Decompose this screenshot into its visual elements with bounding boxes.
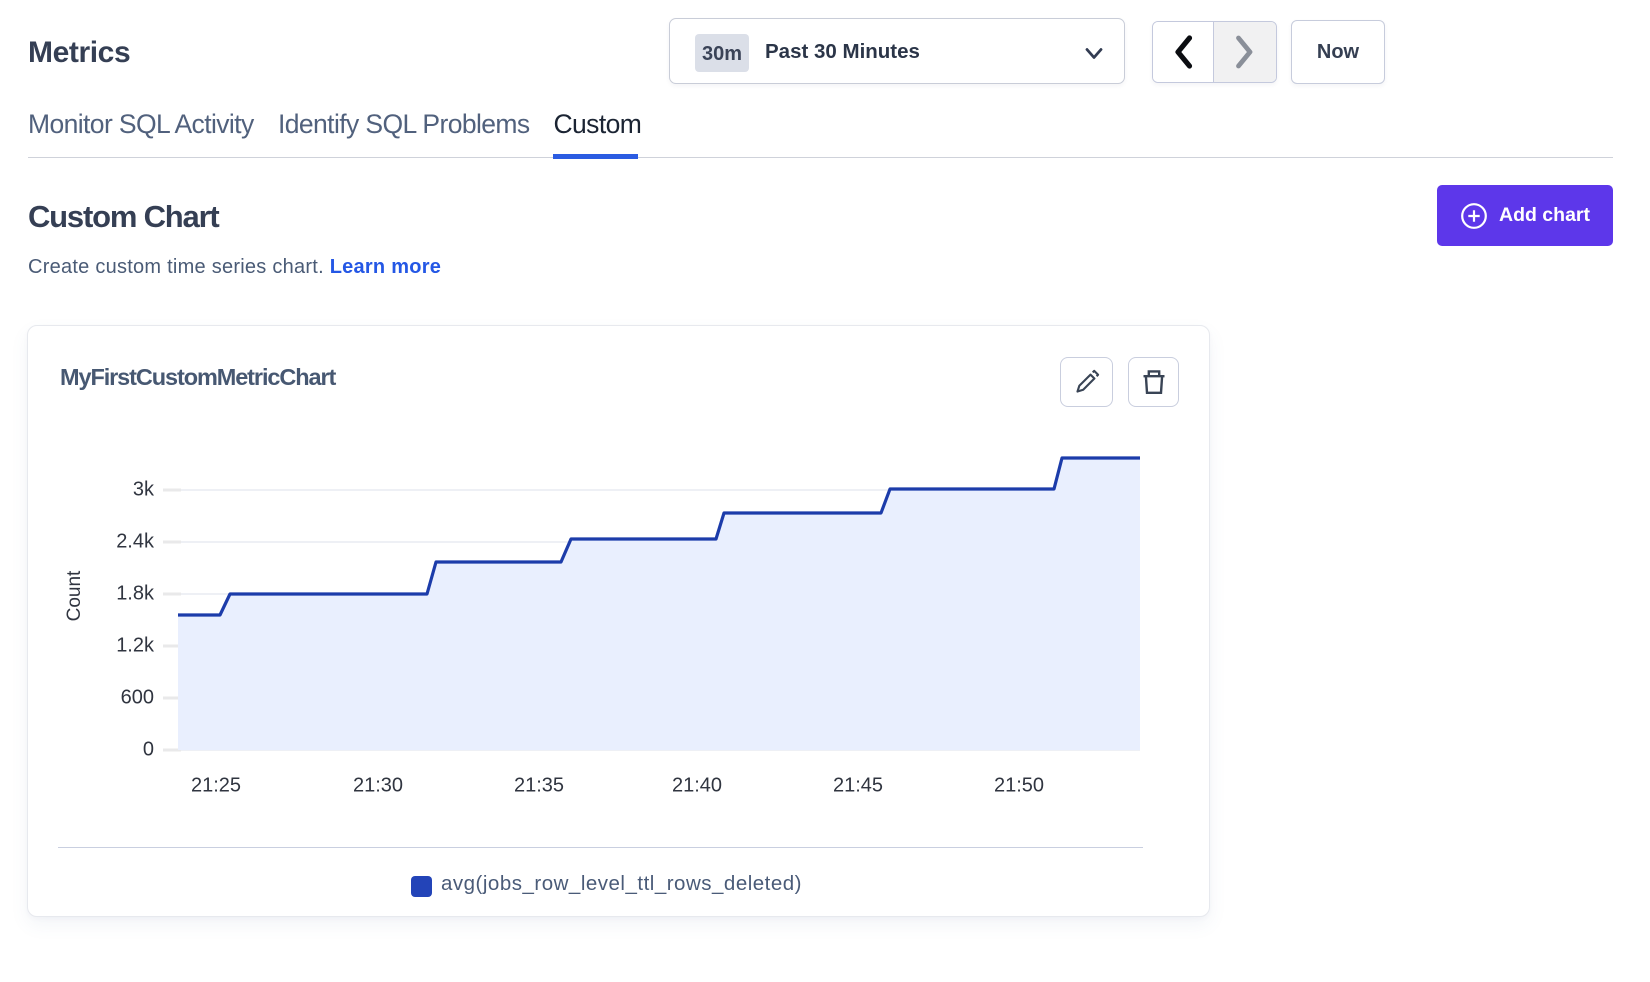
svg-text:600: 600 xyxy=(121,687,154,709)
svg-text:0: 0 xyxy=(143,739,154,761)
svg-text:21:35: 21:35 xyxy=(514,775,564,797)
svg-text:3k: 3k xyxy=(133,479,155,501)
svg-text:21:30: 21:30 xyxy=(353,775,403,797)
svg-text:1.8k: 1.8k xyxy=(116,583,155,605)
svg-text:Count: Count xyxy=(64,570,85,621)
svg-text:2.4k: 2.4k xyxy=(116,531,155,553)
svg-text:21:25: 21:25 xyxy=(191,775,241,797)
svg-text:1.2k: 1.2k xyxy=(116,635,155,657)
svg-text:21:40: 21:40 xyxy=(672,775,722,797)
svg-text:21:50: 21:50 xyxy=(994,775,1044,797)
svg-text:21:45: 21:45 xyxy=(833,775,883,797)
